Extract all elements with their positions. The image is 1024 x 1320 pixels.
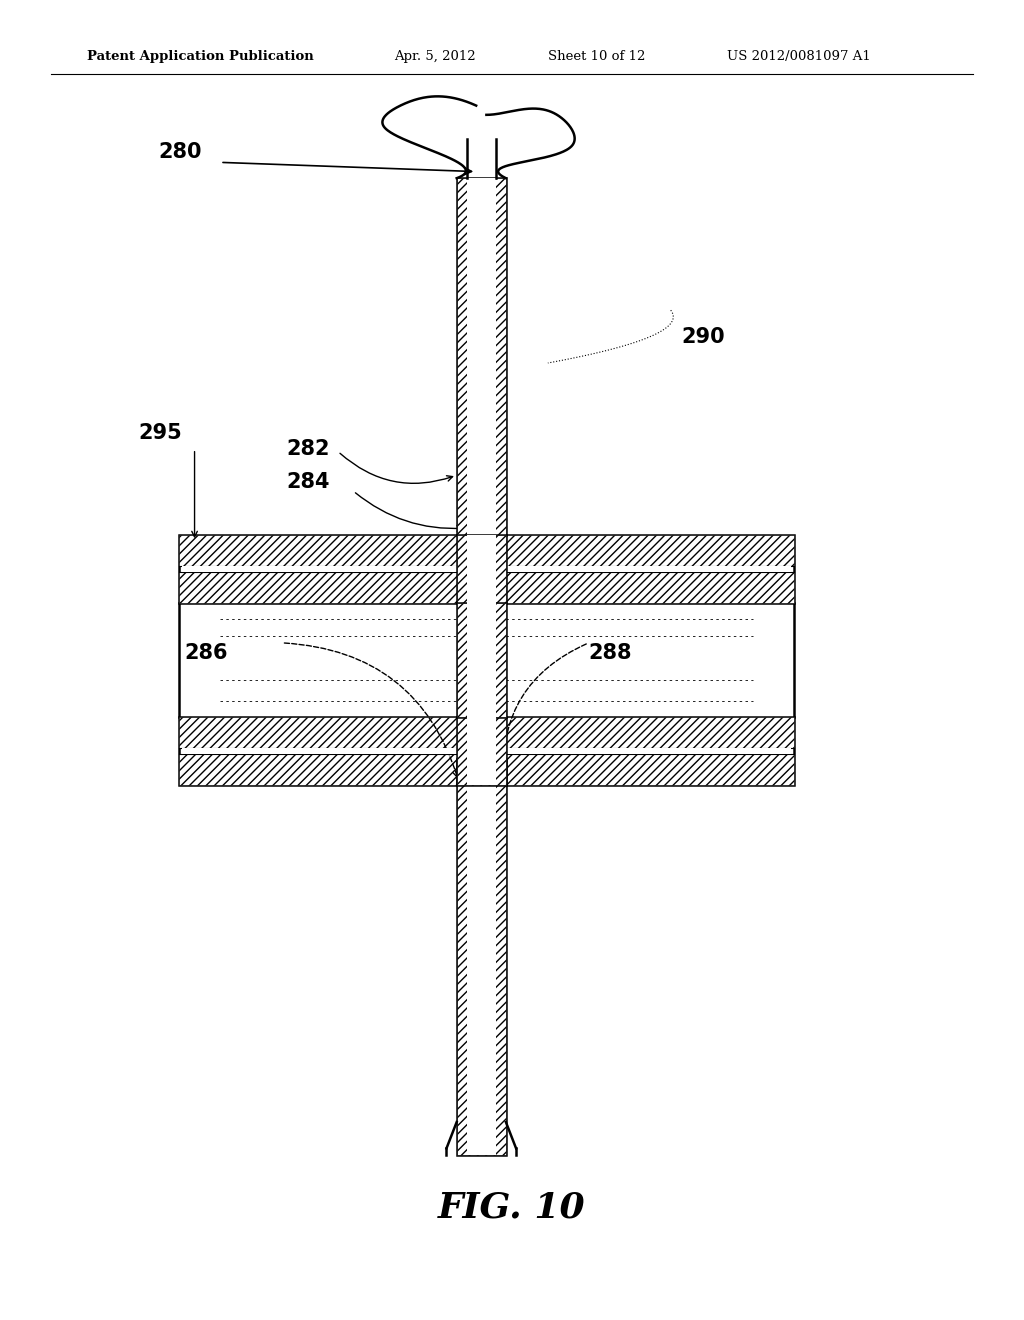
Text: 284: 284 xyxy=(287,471,330,492)
Bar xyxy=(457,759,506,1155)
Text: 290: 290 xyxy=(681,326,725,347)
Text: US 2012/0081097 A1: US 2012/0081097 A1 xyxy=(727,50,870,63)
Text: Sheet 10 of 12: Sheet 10 of 12 xyxy=(548,50,645,63)
Bar xyxy=(467,759,496,1155)
Bar xyxy=(179,535,794,603)
Text: 282: 282 xyxy=(287,438,330,459)
Bar xyxy=(179,603,794,717)
Bar xyxy=(179,717,794,785)
Bar xyxy=(457,759,506,1155)
Text: 286: 286 xyxy=(184,643,227,664)
Bar xyxy=(467,535,496,603)
Text: 288: 288 xyxy=(589,643,632,664)
Text: 280: 280 xyxy=(159,141,202,162)
Bar xyxy=(182,566,791,572)
Bar xyxy=(457,717,506,785)
Bar xyxy=(457,178,506,535)
Text: 295: 295 xyxy=(138,422,182,444)
Bar xyxy=(179,754,794,785)
Bar xyxy=(457,603,506,717)
Bar xyxy=(457,535,506,603)
Text: FIG. 10: FIG. 10 xyxy=(438,1191,586,1225)
Bar xyxy=(179,572,794,603)
Bar xyxy=(467,717,496,785)
Text: Patent Application Publication: Patent Application Publication xyxy=(87,50,313,63)
Bar xyxy=(179,717,794,748)
Bar xyxy=(467,178,496,535)
Bar xyxy=(457,717,506,785)
Bar xyxy=(457,603,506,717)
Bar xyxy=(179,535,794,566)
Bar xyxy=(457,178,506,535)
Bar xyxy=(182,748,791,754)
Bar xyxy=(457,535,506,603)
Bar xyxy=(467,603,496,717)
Text: Apr. 5, 2012: Apr. 5, 2012 xyxy=(394,50,476,63)
